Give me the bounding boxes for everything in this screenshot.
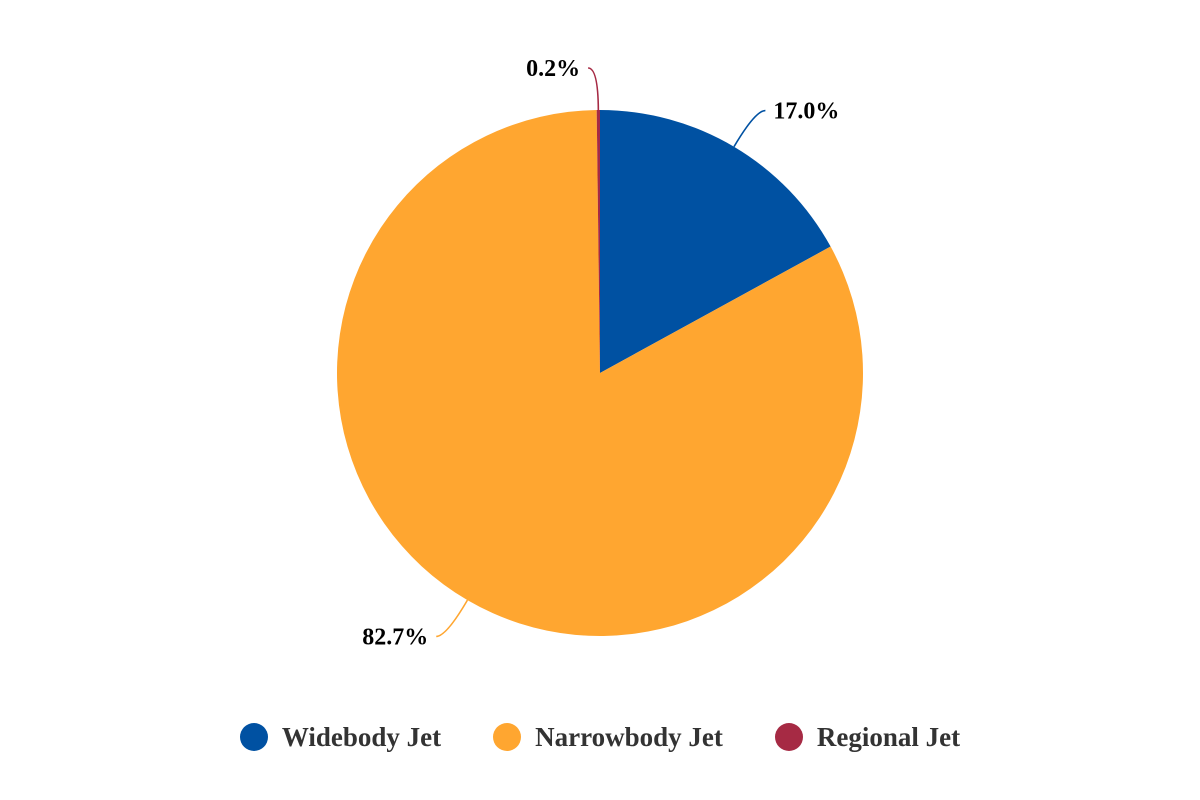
data-label-regional-jet: 0.2% <box>526 56 580 82</box>
leader-line-regional-jet <box>587 67 600 111</box>
legend-marker-regional-jet <box>774 723 803 751</box>
legend-marker-narrowbody-jet <box>493 723 522 751</box>
legend-item-widebody-jet[interactable]: Widebody Jet <box>239 721 442 753</box>
pie-slice-widebody-jet[interactable] <box>600 110 831 373</box>
pie-slices <box>336 110 863 636</box>
legend-item-narrowbody-jet[interactable]: Narrowbody Jet <box>493 722 723 753</box>
legend-label-widebody-jet: Widebody Jet <box>281 721 442 752</box>
legend-label-regional-jet: Regional Jet <box>816 721 961 752</box>
legend-label-narrowbody-jet: Narrowbody Jet <box>535 721 723 752</box>
legend-item-regional-jet[interactable]: Regional Jet <box>774 721 961 753</box>
leader-line-narrowbody-jet <box>436 599 469 638</box>
legend: Widebody Jet Narrowbody Jet Regional Jet <box>0 712 1200 762</box>
leader-line-widebody-jet <box>733 109 766 148</box>
pie-slice-regional-jet[interactable] <box>596 110 600 373</box>
pie-slice-narrowbody-jet[interactable] <box>336 110 863 636</box>
data-labels: 17.0% 82.7% 0.2% <box>362 56 839 650</box>
data-label-narrowbody-jet: 82.7% <box>362 624 428 650</box>
leader-lines <box>436 67 766 638</box>
data-label-widebody-jet: 17.0% <box>773 99 839 125</box>
legend-marker-widebody-jet <box>239 723 268 751</box>
